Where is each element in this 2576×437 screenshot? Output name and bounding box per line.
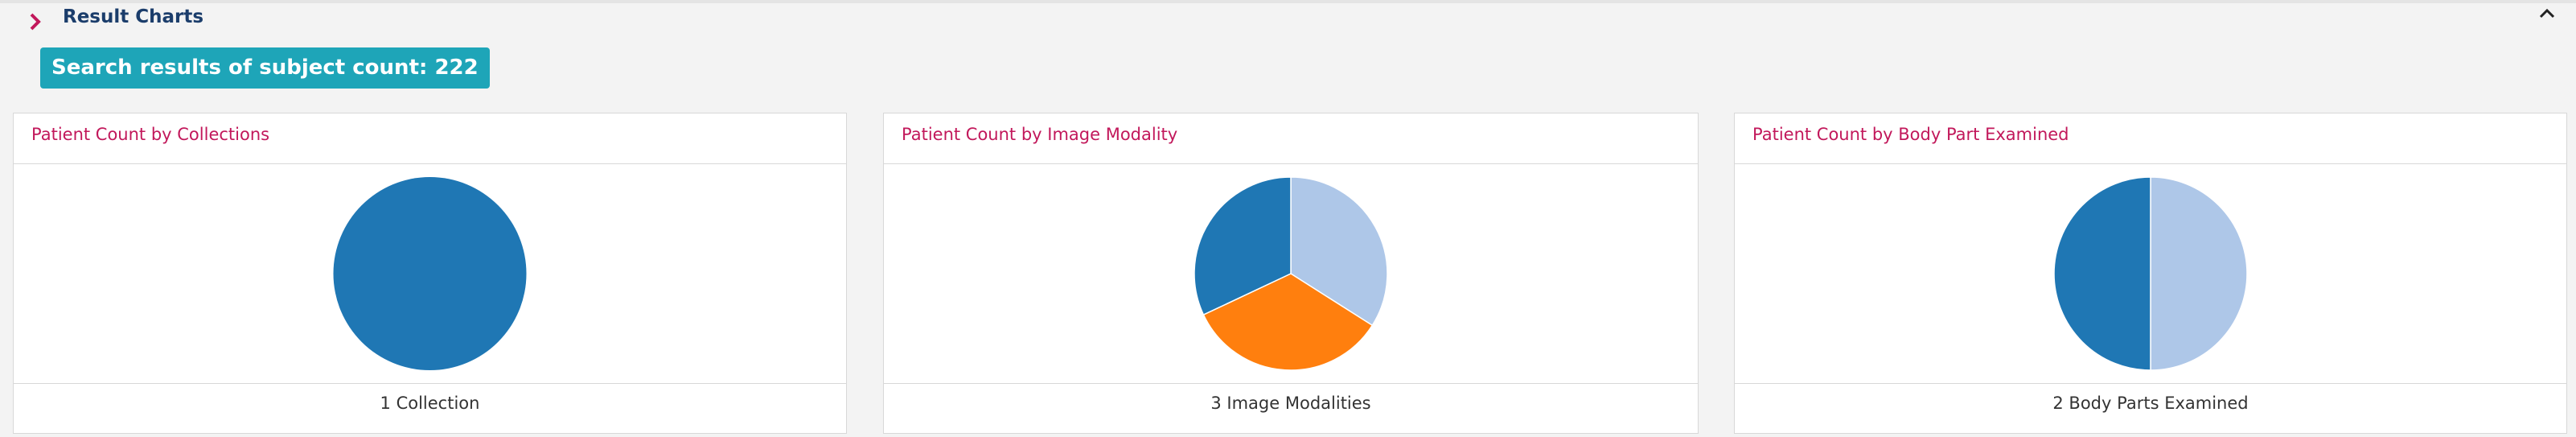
pie-chart (2053, 176, 2248, 371)
pie-slice (1202, 273, 1374, 371)
chart-panel: Patient Count by Collections 1 Collection (13, 113, 847, 434)
pie-slice (2053, 176, 2151, 371)
chart-panel: Patient Count by Image Modality 3 Image M… (883, 113, 1699, 434)
chart-footer: 2 Body Parts Examined (2052, 394, 2249, 413)
chart-footer: 3 Image Modalities (1210, 394, 1371, 413)
divider (14, 383, 846, 384)
pie-chart (1194, 176, 1388, 371)
pie-chart (333, 177, 527, 370)
collapse-caret[interactable] (2535, 5, 2559, 21)
pie-slice (333, 177, 527, 370)
chart-footer: 1 Collection (380, 394, 480, 413)
top-bar (0, 0, 2576, 3)
divider (14, 163, 846, 164)
divider (884, 163, 1698, 164)
chart-panel: Patient Count by Body Part Examined 2 Bod… (1734, 113, 2567, 434)
section-title[interactable]: Result Charts (63, 6, 204, 27)
divider (1735, 163, 2566, 164)
chart-title: Patient Count by Image Modality (902, 125, 1178, 144)
count-badge: Search results of subject count: 222 (40, 47, 490, 89)
chart-title: Patient Count by Collections (31, 125, 270, 144)
divider (884, 383, 1698, 384)
chart-title: Patient Count by Body Part Examined (1752, 125, 2069, 144)
expand-chevron[interactable] (26, 10, 45, 34)
divider (1735, 383, 2566, 384)
pie-slice (1194, 176, 1292, 316)
pie-slice (2150, 176, 2248, 371)
